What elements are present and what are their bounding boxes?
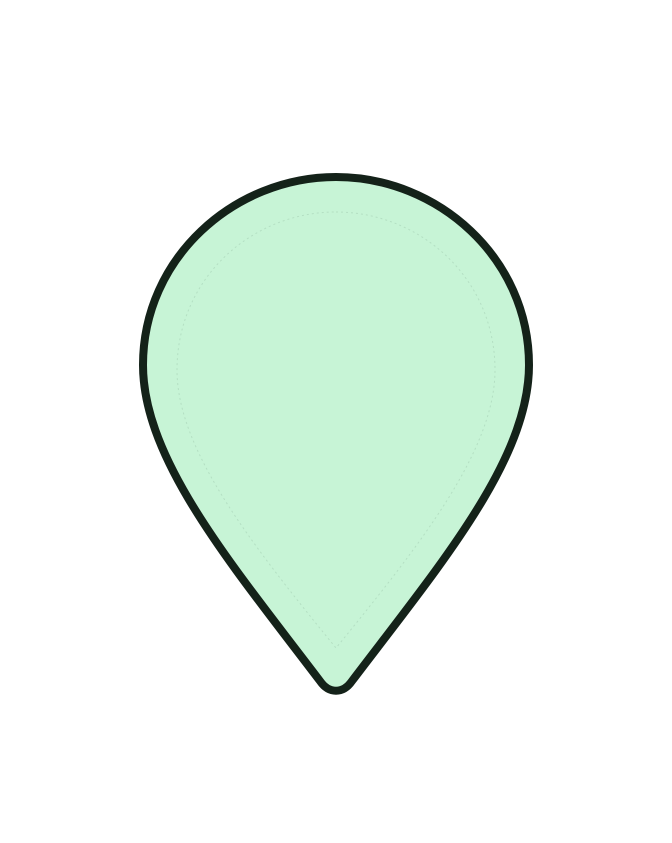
pin-body xyxy=(139,173,533,695)
pin-inner-guide xyxy=(176,211,496,649)
